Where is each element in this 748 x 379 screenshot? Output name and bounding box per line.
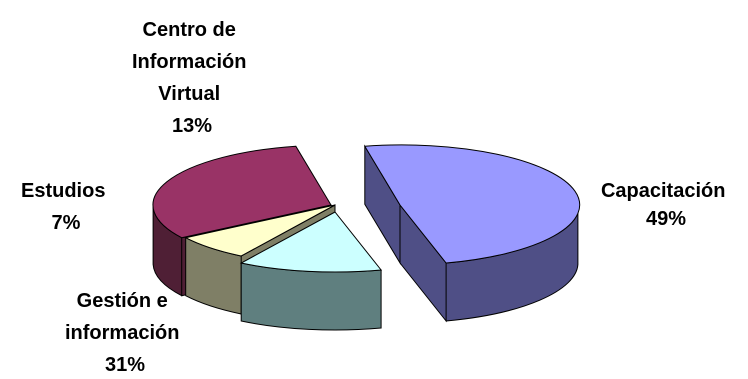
label-centro-line: Virtual (158, 83, 220, 105)
label-estudios: Estudios 7% (21, 180, 111, 234)
slice-centro-top (239, 211, 383, 273)
slice-capacitacion (363, 144, 581, 323)
label-estudios-line: 7% (52, 212, 81, 234)
label-capacitacion-line: Capacitación (601, 180, 725, 202)
label-gestion-line: Gestión e (77, 290, 168, 312)
slice-gestion-top (152, 145, 332, 239)
label-gestion-line: 31% (105, 354, 145, 376)
slice-capacitacion-top (363, 144, 581, 264)
label-capacitacion-line: 49% (646, 208, 686, 230)
label-centro: Centro de Información Virtual 13% (132, 19, 252, 137)
label-centro-line: Centro de (143, 19, 236, 41)
label-centro-line: 13% (172, 115, 212, 137)
slice-centro-side (240, 262, 382, 331)
label-centro-line: Información (132, 51, 246, 73)
slice-centro (239, 211, 383, 331)
label-estudios-line: Estudios (21, 180, 105, 202)
slice-estudios-top (184, 204, 336, 257)
label-gestion: Gestión e información 31% (65, 290, 185, 376)
label-capacitacion: Capacitación 49% (601, 180, 731, 230)
label-gestion-line: información (65, 322, 179, 344)
